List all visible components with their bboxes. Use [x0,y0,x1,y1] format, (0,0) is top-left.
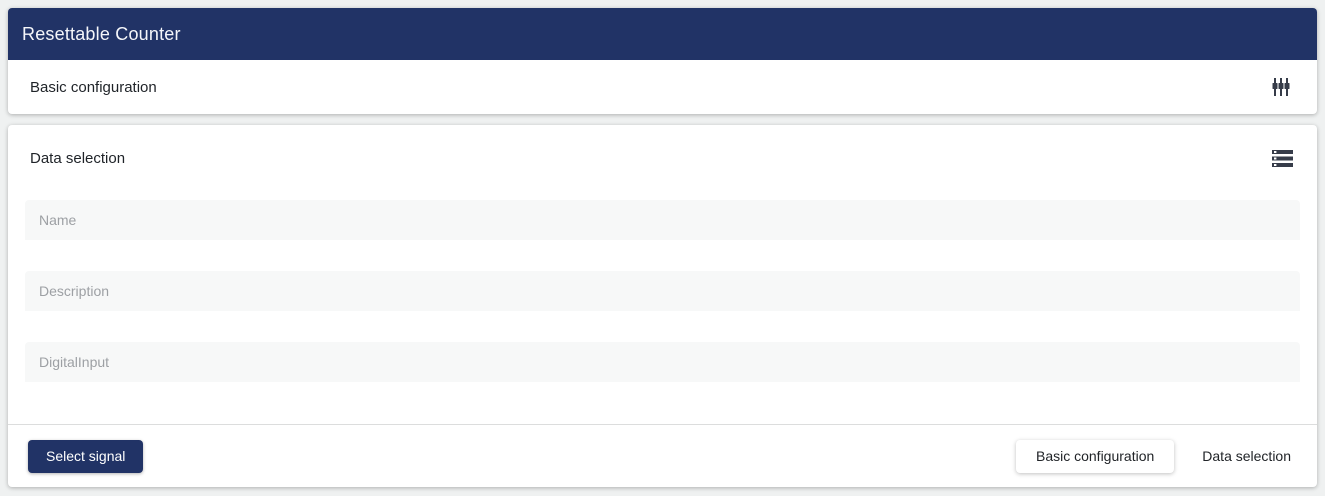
data-selection-form [8,168,1317,424]
data-selection-card: Data selection Select signal B [8,125,1317,487]
page-title: Resettable Counter [22,23,181,44]
card-footer: Select signal Basic configuration Data s… [8,424,1317,487]
footer-nav: Basic configuration Data selection [1015,439,1293,473]
data-selection-nav-button[interactable]: Data selection [1200,440,1293,473]
name-field[interactable] [25,200,1300,240]
data-selection-header: Data selection [8,125,1317,168]
basic-configuration-section: Basic configuration [8,60,1317,114]
select-signal-button[interactable]: Select signal [28,439,144,473]
list-icon[interactable] [1272,149,1293,168]
data-selection-title: Data selection [30,150,126,167]
sliders-vertical-icon[interactable] [1269,75,1293,99]
basic-configuration-nav-button[interactable]: Basic configuration [1015,439,1175,473]
digital-input-field[interactable] [25,342,1300,382]
card-spacer [8,114,1317,125]
description-field[interactable] [25,271,1300,311]
basic-configuration-title: Basic configuration [30,78,157,96]
header-card: Resettable Counter Basic configuration [8,8,1317,114]
app-title-bar: Resettable Counter [8,8,1317,60]
